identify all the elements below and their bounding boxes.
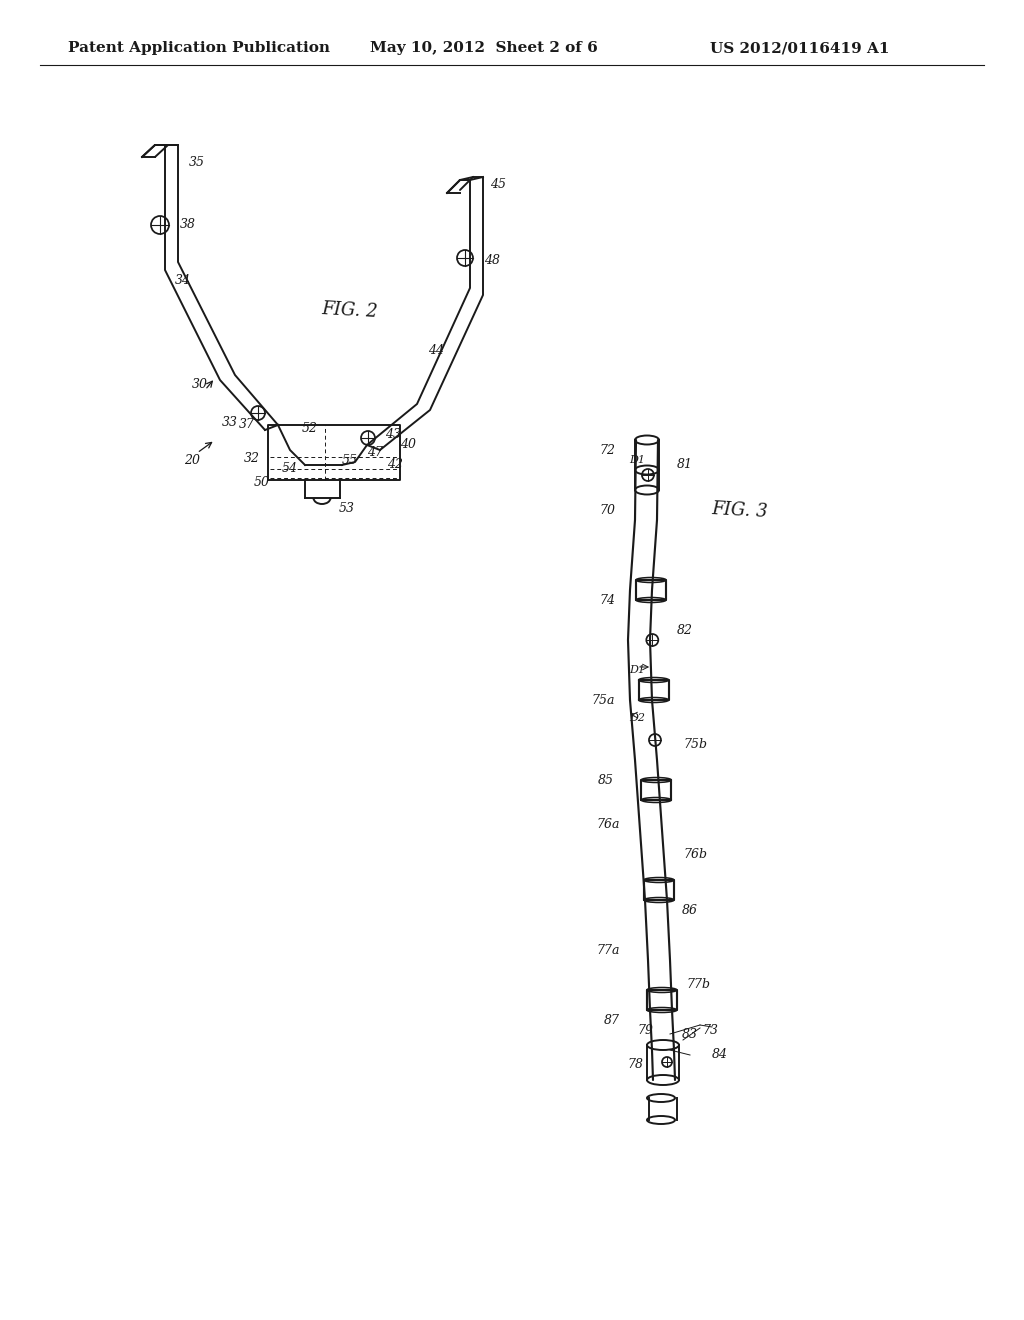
Text: 84: 84 <box>712 1048 728 1061</box>
Text: 42: 42 <box>387 458 403 471</box>
Text: 34: 34 <box>175 273 191 286</box>
Text: 83: 83 <box>682 1028 698 1041</box>
Text: 87: 87 <box>604 1014 620 1027</box>
Text: 76b: 76b <box>683 849 707 862</box>
Text: 72: 72 <box>599 444 615 457</box>
Text: 74: 74 <box>599 594 615 606</box>
Text: 37: 37 <box>239 418 255 432</box>
Text: 48: 48 <box>484 253 500 267</box>
Text: May 10, 2012  Sheet 2 of 6: May 10, 2012 Sheet 2 of 6 <box>370 41 598 55</box>
Text: 35: 35 <box>189 156 205 169</box>
Text: 44: 44 <box>428 343 444 356</box>
Text: 40: 40 <box>400 438 416 451</box>
Text: D2: D2 <box>629 713 645 723</box>
Text: 47: 47 <box>367 446 383 458</box>
Text: 85: 85 <box>598 774 614 787</box>
Text: 82: 82 <box>677 623 693 636</box>
Text: 38: 38 <box>180 218 196 231</box>
Text: D1: D1 <box>629 455 645 465</box>
Text: 77a: 77a <box>596 944 620 957</box>
Text: 50: 50 <box>254 475 270 488</box>
Text: 32: 32 <box>244 451 260 465</box>
Text: US 2012/0116419 A1: US 2012/0116419 A1 <box>710 41 890 55</box>
Text: 70: 70 <box>599 503 615 516</box>
Text: 73: 73 <box>702 1023 718 1036</box>
Text: 79: 79 <box>637 1023 653 1036</box>
Text: 75a: 75a <box>591 693 614 706</box>
Text: 55: 55 <box>342 454 358 466</box>
Text: 52: 52 <box>302 421 318 434</box>
Text: 45: 45 <box>490 178 506 191</box>
Text: 78: 78 <box>627 1059 643 1072</box>
Text: FIG. 3: FIG. 3 <box>712 499 769 520</box>
Text: 30: 30 <box>193 379 208 392</box>
Text: D1: D1 <box>629 665 645 675</box>
Text: 81: 81 <box>677 458 693 471</box>
Text: 43: 43 <box>385 429 401 441</box>
Text: 20: 20 <box>184 454 200 466</box>
Text: 53: 53 <box>339 502 355 515</box>
Text: 77b: 77b <box>686 978 710 991</box>
Text: 54: 54 <box>282 462 298 475</box>
Text: FIG. 2: FIG. 2 <box>322 300 379 321</box>
Text: Patent Application Publication: Patent Application Publication <box>68 41 330 55</box>
Text: 33: 33 <box>222 416 238 429</box>
Text: 76a: 76a <box>596 818 620 832</box>
Text: 75b: 75b <box>683 738 707 751</box>
Text: 86: 86 <box>682 903 698 916</box>
